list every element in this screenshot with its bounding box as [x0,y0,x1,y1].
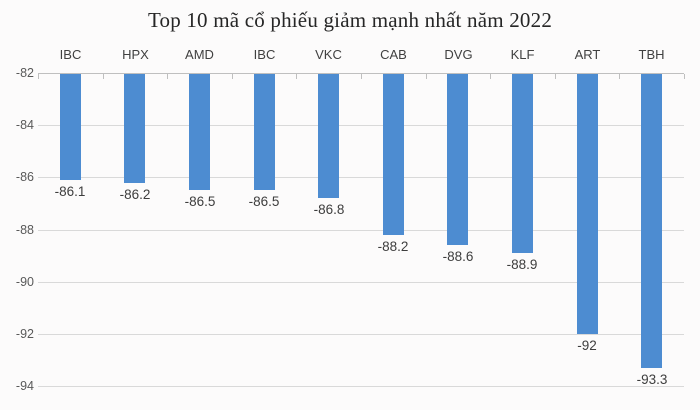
bar-dvg-6 [447,74,468,245]
axis-tick [296,74,297,79]
category-label: IBC [59,47,82,62]
y-tick-label: -86 [15,170,34,184]
category-label: ART [574,47,601,62]
bar-vkc-4 [318,74,339,198]
axis-tick [361,74,362,79]
gridline [38,177,684,178]
bar-klf-7 [512,74,533,253]
y-tick-label: -88 [15,223,34,237]
y-tick-label: -92 [15,327,34,341]
data-label: -86.5 [184,194,216,209]
data-label: -92 [577,338,597,353]
y-tick-label: -82 [15,66,34,80]
gridline [38,282,684,283]
category-label: TBH [638,47,665,62]
category-label: IBC [253,47,276,62]
bar-amd-2 [189,74,210,190]
gridline [38,125,684,126]
category-label: CAB [380,47,407,62]
y-tick-label: -94 [15,379,34,393]
bar-hpx-1 [124,74,145,183]
gridline [38,230,684,231]
y-tick-label: -90 [15,275,34,289]
y-tick-label: -84 [15,118,34,132]
gridline [38,386,684,387]
data-label: -93.3 [636,372,668,387]
bar-cab-5 [383,74,404,235]
category-label: VKC [315,47,342,62]
bar-art-8 [577,74,598,334]
category-label: AMD [185,47,214,62]
data-label: -86.8 [313,202,345,217]
axis-tick [232,74,233,79]
chart-title: Top 10 mã cổ phiếu giảm mạnh nhất năm 20… [147,8,553,32]
category-axis-line [38,73,684,74]
axis-tick [426,74,427,79]
axis-tick [167,74,168,79]
bar-ibc-3 [254,74,275,190]
data-label: -88.2 [377,239,409,254]
category-label: KLF [510,47,535,62]
axis-tick [619,74,620,79]
axis-tick [555,74,556,79]
data-label: -86.2 [119,187,151,202]
data-label: -86.5 [248,194,280,209]
bar-ibc-0 [60,74,81,180]
axis-tick [490,74,491,79]
bar-tbh-9 [641,74,662,368]
axis-tick [38,74,39,79]
gridline [38,334,684,335]
data-label: -88.6 [442,249,474,264]
data-label: -86.1 [54,184,86,199]
category-label: DVG [444,47,473,62]
axis-tick [103,74,104,79]
axis-tick [684,74,685,79]
category-label: HPX [122,47,149,62]
plot-area: -86.1 -86.2 -86.5 -86.5 -86.8 -88.2 -88.6 -88.9… [38,73,685,387]
data-label: -88.9 [506,257,538,272]
